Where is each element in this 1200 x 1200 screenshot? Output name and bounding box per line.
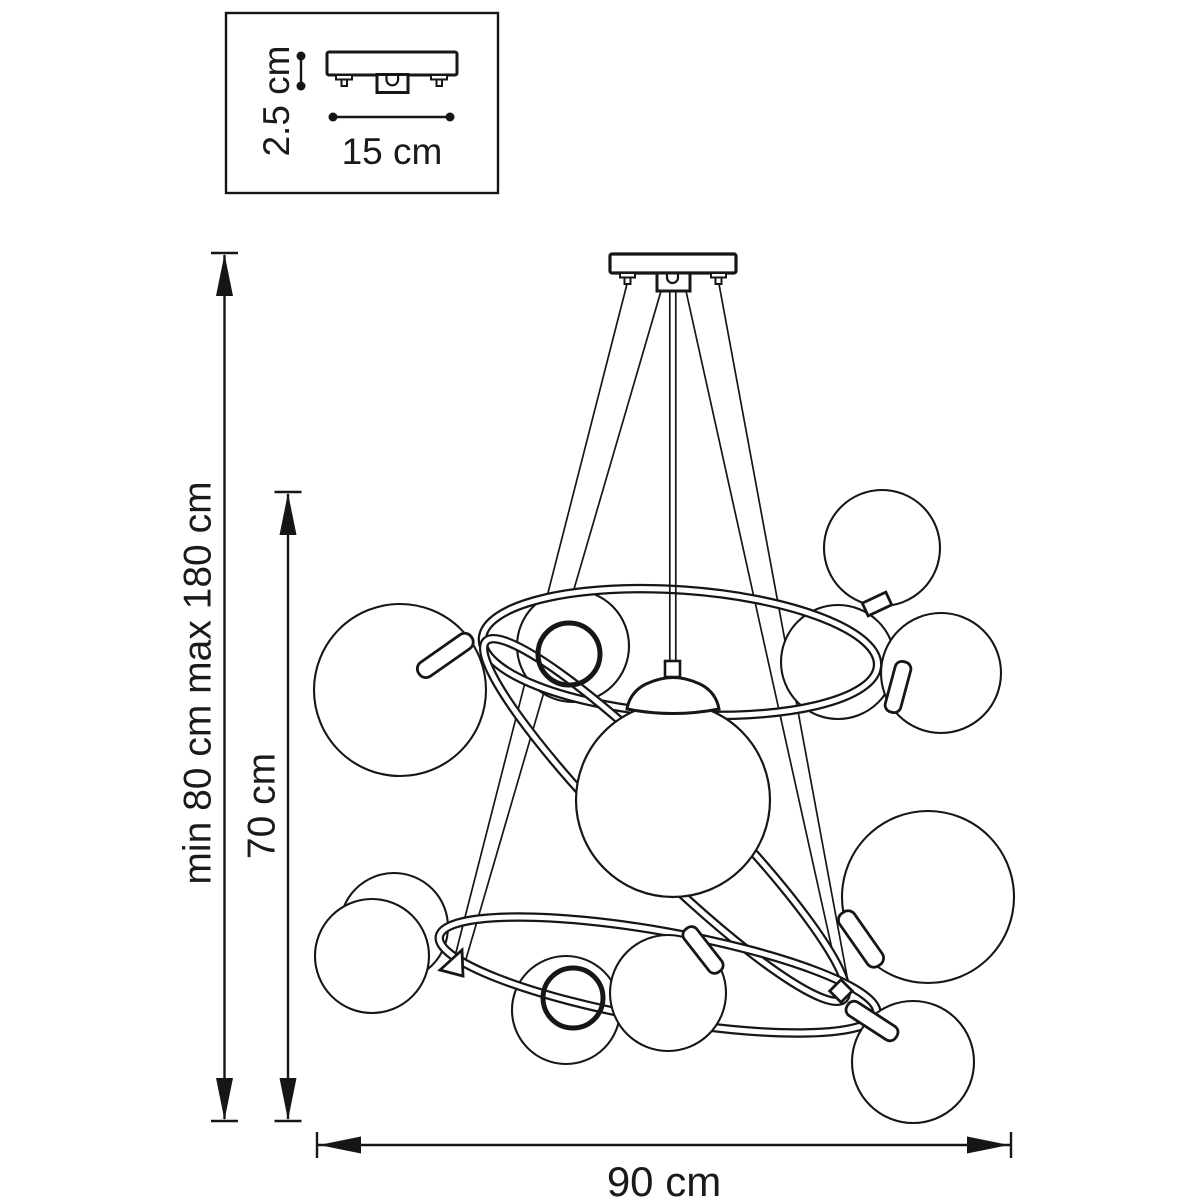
globe-holder — [860, 590, 894, 618]
central-glass-globe — [574, 701, 772, 899]
suspension-height-label: min 80 cm max 180 cm — [176, 481, 219, 884]
glass-globe — [840, 809, 1016, 985]
glass-globe — [312, 602, 488, 778]
body-height-label: 70 cm — [240, 753, 283, 859]
wire-right-inner — [685, 290, 841, 986]
inset-height-label: 2.5 cm — [256, 45, 297, 156]
suspension-height-dimension — [211, 251, 238, 1123]
ceiling-mount — [608, 252, 738, 293]
inset-screw-left — [335, 74, 353, 87]
globe-holder — [837, 909, 885, 969]
dim-dot — [296, 51, 306, 61]
rod-connector — [663, 659, 682, 679]
central-globe-cap — [625, 675, 721, 715]
arrow-up-icon — [216, 254, 233, 296]
arrow-right-icon — [967, 1136, 1009, 1154]
globe-socket-ring — [540, 965, 606, 1031]
body-width-dimension — [315, 1132, 1013, 1158]
dim-dot — [296, 81, 306, 91]
globe-holders — [415, 590, 913, 1043]
globe-socket-ring — [535, 620, 603, 688]
body-width-label: 90 cm — [607, 1158, 721, 1200]
glass-globe — [879, 611, 1003, 735]
dim-dot — [328, 112, 338, 122]
central-rod — [668, 291, 677, 663]
wire-connector — [827, 977, 855, 1005]
glass-globe — [822, 488, 942, 608]
canopy-nipple — [665, 273, 680, 285]
body-height-dimension — [274, 490, 302, 1123]
glass-globe — [608, 933, 728, 1053]
mounting-plate — [608, 252, 738, 275]
globe-holder — [415, 631, 475, 679]
inset-plate-detail — [224, 11, 500, 195]
inset-screw-right — [430, 74, 448, 87]
inset-mounting-plate — [325, 50, 459, 77]
arrow-down-icon — [216, 1078, 233, 1120]
dim-dot — [445, 112, 455, 122]
inset-width-dimension — [328, 112, 455, 122]
glass-globe — [313, 897, 431, 1015]
globe-holder — [681, 925, 725, 975]
arrow-left-icon — [319, 1136, 361, 1154]
wire-right-outer — [718, 283, 850, 988]
arrow-down-icon — [279, 1078, 297, 1120]
plate-screw-left — [619, 272, 636, 285]
plate-screw-right — [710, 272, 727, 285]
inset-canopy — [375, 73, 410, 94]
globe-holder — [844, 999, 900, 1043]
inset-border — [224, 11, 500, 195]
arrow-up-icon — [279, 493, 297, 535]
inset-canopy-nipple — [385, 74, 400, 87]
globe-holder — [883, 659, 913, 715]
inset-width-label: 15 cm — [342, 131, 443, 172]
inset-height-dimension — [296, 51, 306, 91]
wire-connector — [437, 946, 465, 978]
